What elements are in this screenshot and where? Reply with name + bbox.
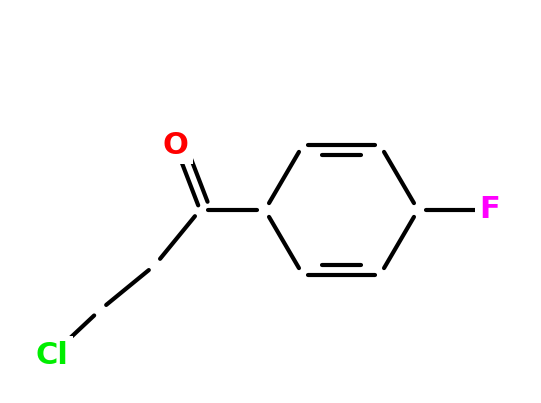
- Text: O: O: [162, 131, 188, 160]
- Text: F: F: [480, 195, 500, 224]
- Text: Cl: Cl: [36, 341, 69, 370]
